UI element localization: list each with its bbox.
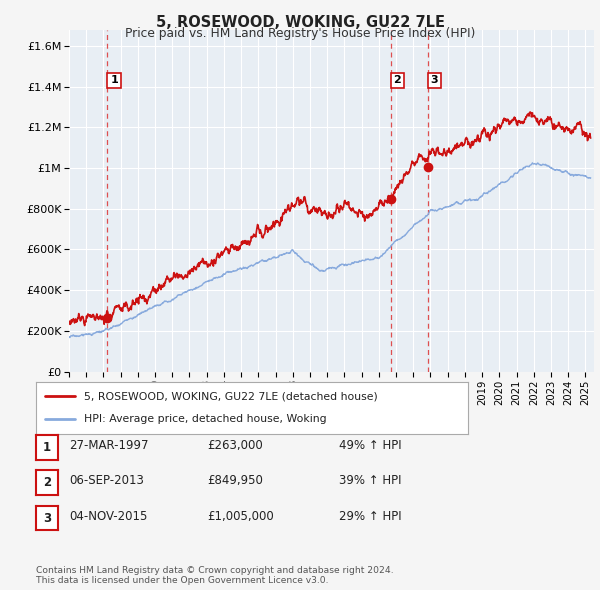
Text: 06-SEP-2013: 06-SEP-2013 <box>69 474 144 487</box>
Text: 29% ↑ HPI: 29% ↑ HPI <box>339 510 401 523</box>
Text: Price paid vs. HM Land Registry's House Price Index (HPI): Price paid vs. HM Land Registry's House … <box>125 27 475 40</box>
Text: 49% ↑ HPI: 49% ↑ HPI <box>339 439 401 452</box>
Text: 27-MAR-1997: 27-MAR-1997 <box>69 439 149 452</box>
Text: 39% ↑ HPI: 39% ↑ HPI <box>339 474 401 487</box>
Text: 2: 2 <box>394 76 401 86</box>
Text: HPI: Average price, detached house, Woking: HPI: Average price, detached house, Woki… <box>83 414 326 424</box>
Text: 5, ROSEWOOD, WOKING, GU22 7LE: 5, ROSEWOOD, WOKING, GU22 7LE <box>155 15 445 30</box>
Text: 3: 3 <box>43 512 51 525</box>
Text: 1: 1 <box>43 441 51 454</box>
Text: £1,005,000: £1,005,000 <box>207 510 274 523</box>
Text: 2: 2 <box>43 476 51 489</box>
Text: 1: 1 <box>110 76 118 86</box>
Text: 5, ROSEWOOD, WOKING, GU22 7LE (detached house): 5, ROSEWOOD, WOKING, GU22 7LE (detached … <box>83 391 377 401</box>
Text: 3: 3 <box>431 76 439 86</box>
Text: £263,000: £263,000 <box>207 439 263 452</box>
Text: Contains HM Land Registry data © Crown copyright and database right 2024.
This d: Contains HM Land Registry data © Crown c… <box>36 566 394 585</box>
Text: £849,950: £849,950 <box>207 474 263 487</box>
Text: 04-NOV-2015: 04-NOV-2015 <box>69 510 148 523</box>
